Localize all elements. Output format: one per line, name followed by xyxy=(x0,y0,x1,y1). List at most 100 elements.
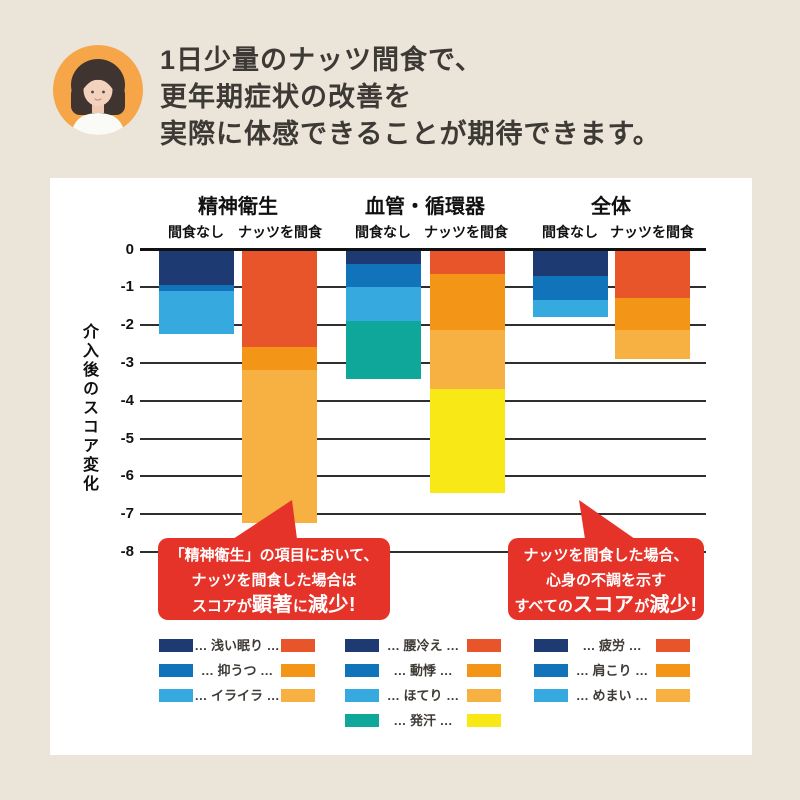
legend-swatch-right-動悸 xyxy=(467,664,501,677)
y-axis-title: 介入後のスコア変化 xyxy=(80,323,97,494)
group-title-overall: 全体 xyxy=(591,196,631,218)
bar-segment-ほてり xyxy=(430,330,505,389)
legend-row-動悸: … 動悸 … xyxy=(345,664,501,677)
bar-segment-動悸 xyxy=(430,273,505,331)
legend-label-めまい: … めまい … xyxy=(575,688,649,703)
gridline--1 xyxy=(140,286,706,289)
legend-row-発汗: … 発汗 … xyxy=(345,714,501,727)
bar-label-overall-none: 間食なし xyxy=(542,224,598,240)
legend-swatch-left-抑うつ xyxy=(159,664,193,677)
legend-row-ほてり: … ほてり … xyxy=(345,689,501,702)
woman-portrait-icon xyxy=(71,59,125,135)
gridline--6 xyxy=(140,475,706,478)
chart-panel: 精神衛生 血管・循環器 全体 間食なし ナッツを間食 間食なし ナッツを間食 間… xyxy=(50,178,752,755)
legend-swatch-right-ほてり xyxy=(467,689,501,702)
gridline--2 xyxy=(140,324,706,327)
gridline--5 xyxy=(140,437,706,440)
bar-label-mental-none: 間食なし xyxy=(168,224,224,240)
legend-row-イライラ: … イライラ … xyxy=(159,689,315,702)
bar-segment-動悸 xyxy=(346,264,421,287)
legend-swatch-left-肩こり xyxy=(534,664,568,677)
gridline--8 xyxy=(140,550,706,553)
legend-row-肩こり: … 肩こり … xyxy=(534,664,690,677)
callout-overall-line-3: すべてのスコアが減少! xyxy=(514,594,698,616)
gridline--4 xyxy=(140,399,706,402)
legend-label-肩こり: … 肩こり … xyxy=(575,663,649,678)
y-tick-label--4: -4 xyxy=(120,391,134,409)
bar-segment-浅い眠り xyxy=(159,251,234,286)
legend-swatch-left-発汗 xyxy=(345,714,379,727)
legend-row-疲労: … 疲労 … xyxy=(534,639,690,652)
legend-swatch-right-めまい xyxy=(656,689,690,702)
legend-swatch-left-動悸 xyxy=(345,664,379,677)
callout-mental-line-3: スコアが顕著に減少! xyxy=(191,594,357,616)
avatar xyxy=(53,45,143,135)
group-title-mental: 精神衛生 xyxy=(198,196,278,218)
bar-血管・循環器-ナッツを間食 xyxy=(430,251,505,493)
bar-segment-めまい xyxy=(615,330,690,359)
callout-pointer-icon xyxy=(233,500,297,539)
bar-精神衛生-間食なし xyxy=(159,251,234,335)
y-tick-label--6: -6 xyxy=(120,467,134,485)
gridline--7 xyxy=(140,513,706,516)
headline-line-2: 更年期症状の改善を xyxy=(160,82,412,112)
bar-segment-疲労 xyxy=(533,251,608,276)
legend-label-浅い眠り: … 浅い眠り … xyxy=(194,638,280,653)
bar-label-vascular-none: 間食なし xyxy=(355,224,411,240)
bar-血管・循環器-間食なし xyxy=(346,251,421,380)
bar-segment-抑うつ xyxy=(159,285,234,291)
callout-overall: ナッツを間食した場合、 心身の不調を示す すべてのスコアが減少! xyxy=(508,500,704,620)
legend-swatch-right-浅い眠り xyxy=(281,639,315,652)
callout-mental: 「精神衛生」の項目において、 ナッツを間食した場合は スコアが顕著に減少! xyxy=(158,500,390,620)
bar-segment-めまい xyxy=(533,300,608,318)
bar-segment-イライラ xyxy=(242,370,317,524)
gridline--3 xyxy=(140,361,706,364)
headline: 1日少量のナッツ間食で、 更年期症状の改善を 実際に体感できることが期待できます… xyxy=(160,42,661,153)
bar-全体-ナッツを間食 xyxy=(615,251,690,359)
y-tick-label--2: -2 xyxy=(120,316,134,334)
y-tick-label--7: -7 xyxy=(120,505,134,523)
callout-overall-line-2: 心身の不調を示す xyxy=(545,572,666,589)
legend-swatch-right-腰冷え xyxy=(467,639,501,652)
x-axis-zero-line xyxy=(140,248,706,251)
bar-label-vascular-nuts: ナッツを間食 xyxy=(424,224,508,240)
legend-swatch-right-抑うつ xyxy=(281,664,315,677)
bar-segment-発汗 xyxy=(430,388,505,493)
bar-segment-ほてり xyxy=(346,286,421,321)
bar-segment-疲労 xyxy=(615,251,690,299)
y-tick-label--3: -3 xyxy=(120,353,134,371)
bar-精神衛生-ナッツを間食 xyxy=(242,251,317,524)
group-title-vascular: 血管・循環器 xyxy=(365,196,485,218)
bar-全体-間食なし xyxy=(533,251,608,318)
legend-row-腰冷え: … 腰冷え … xyxy=(345,639,501,652)
headline-line-3: 実際に体感できることが期待できます。 xyxy=(160,119,661,149)
legend-swatch-left-疲労 xyxy=(534,639,568,652)
legend-swatch-right-イライラ xyxy=(281,689,315,702)
legend-label-発汗: … 発汗 … xyxy=(393,713,453,728)
y-tick-label--5: -5 xyxy=(120,429,134,447)
legend-label-イライラ: … イライラ … xyxy=(194,688,280,703)
callout-pointer-icon xyxy=(579,500,635,539)
legend-label-腰冷え: … 腰冷え … xyxy=(386,638,460,653)
bar-segment-腰冷え xyxy=(430,251,505,274)
legend-label-抑うつ: … 抑うつ … xyxy=(200,663,274,678)
legend-row-抑うつ: … 抑うつ … xyxy=(159,664,315,677)
bar-segment-発汗 xyxy=(346,320,421,380)
bar-segment-イライラ xyxy=(159,290,234,335)
bar-segment-腰冷え xyxy=(346,251,421,265)
legend-swatch-right-肩こり xyxy=(656,664,690,677)
legend-swatch-right-疲労 xyxy=(656,639,690,652)
y-tick-label--1: -1 xyxy=(120,278,134,296)
legend-label-疲労: … 疲労 … xyxy=(582,638,642,653)
legend-swatch-left-ほてり xyxy=(345,689,379,702)
legend-swatch-right-発汗 xyxy=(467,714,501,727)
headline-line-1: 1日少量のナッツ間食で、 xyxy=(160,45,483,75)
bar-segment-浅い眠り xyxy=(242,251,317,348)
legend-swatch-left-イライラ xyxy=(159,689,193,702)
bar-label-mental-nuts: ナッツを間食 xyxy=(238,224,322,240)
bar-label-overall-nuts: ナッツを間食 xyxy=(610,224,694,240)
bar-segment-肩こり xyxy=(533,275,608,301)
legend-label-動悸: … 動悸 … xyxy=(393,663,453,678)
callout-overall-line-1: ナッツを間食した場合、 xyxy=(523,547,689,564)
